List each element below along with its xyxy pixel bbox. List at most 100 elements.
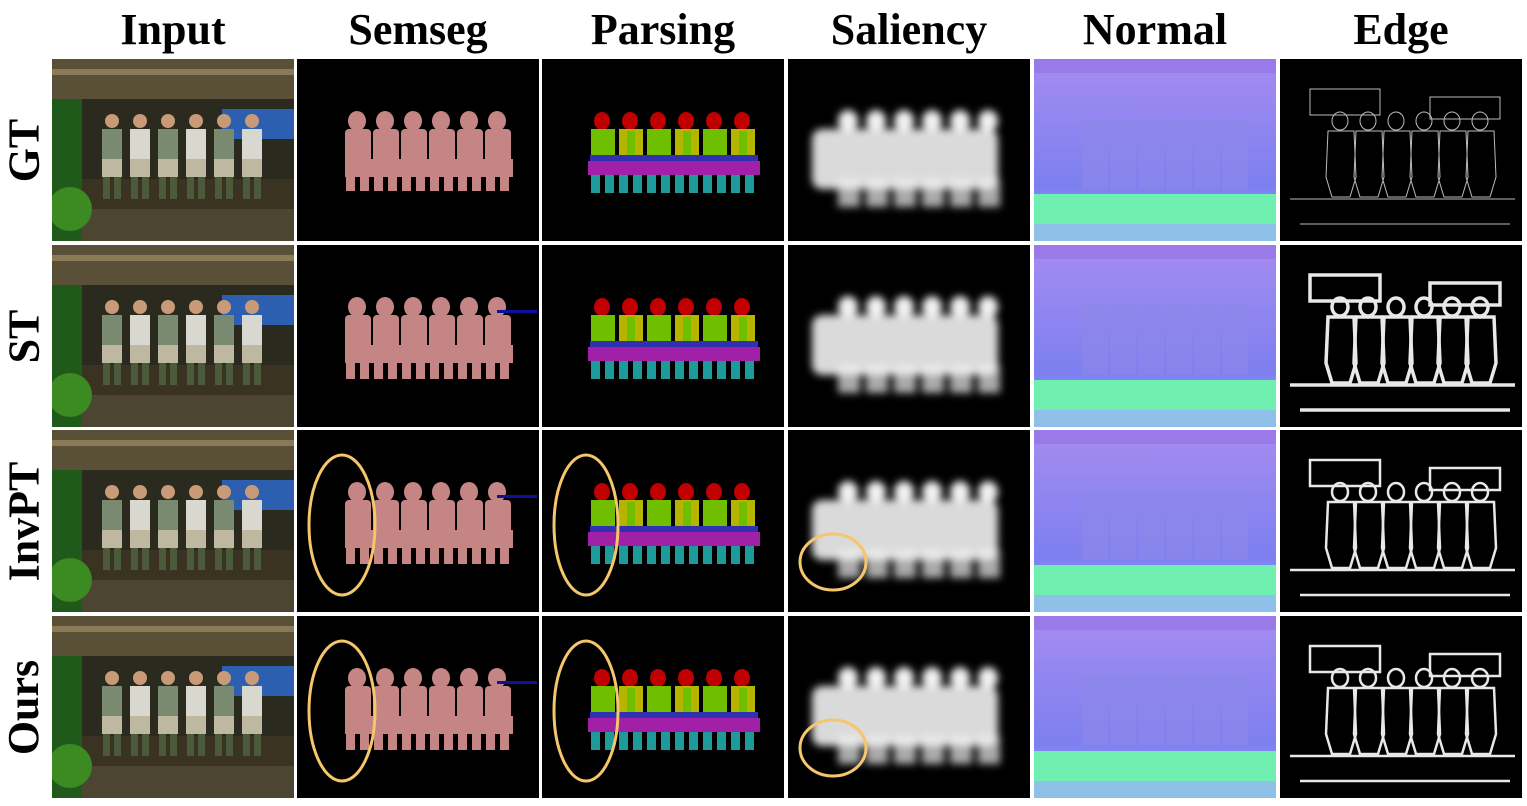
parsing-person: [672, 669, 704, 750]
parsing-person: [588, 298, 620, 379]
cell-ours-edge: [1280, 616, 1522, 798]
normal-person: [1222, 490, 1248, 560]
parsing-person: [672, 483, 704, 564]
column-header-saliency: Saliency: [830, 5, 988, 54]
row-header-ours: Ours: [0, 659, 49, 755]
normal-person: [1082, 490, 1108, 560]
semseg-person-mask: [485, 668, 513, 750]
row-header-gt: GT: [0, 118, 49, 182]
parsing-person: [588, 669, 620, 750]
normal-floor: [1034, 380, 1276, 410]
column-header-parsing: Parsing: [590, 5, 736, 54]
input-person: [186, 300, 206, 385]
parsing-person: [700, 483, 732, 564]
cell-ours-normal: [1034, 616, 1276, 798]
parsing-person: [588, 483, 620, 564]
normal-person: [1166, 490, 1192, 560]
cell-ours-input: [52, 616, 294, 798]
input-person: [186, 485, 206, 570]
input-person: [214, 485, 234, 570]
parsing-person: [616, 669, 648, 750]
semseg-person-mask: [401, 297, 429, 379]
normal-person: [1222, 676, 1248, 746]
input-person: [242, 671, 262, 756]
cell-invpt-semseg: [297, 430, 539, 612]
cell-invpt-input: [52, 430, 294, 612]
normal-person: [1138, 676, 1164, 746]
semseg-person-mask: [485, 111, 513, 191]
semseg-person-mask: [457, 668, 485, 750]
input-person: [130, 485, 150, 570]
parsing-person: [644, 298, 676, 379]
normal-person: [1138, 490, 1164, 560]
semseg-person-mask: [373, 297, 401, 379]
semseg-person-mask: [373, 668, 401, 750]
normal-person: [1166, 305, 1192, 375]
cell-st-saliency: [788, 245, 1030, 427]
parsing-person: [700, 298, 732, 379]
semseg-person-mask: [457, 297, 485, 379]
cell-invpt-normal: [1034, 430, 1276, 612]
semseg-person-mask: [401, 668, 429, 750]
semseg-person-mask: [457, 482, 485, 564]
edge-map: [1290, 273, 1515, 412]
cell-st-input: [52, 245, 294, 427]
normal-person: [1222, 305, 1248, 375]
cell-gt-parsing: [542, 59, 784, 241]
parsing-person: [728, 298, 760, 379]
semseg-person-mask: [345, 111, 373, 191]
column-header-semseg: Semseg: [348, 5, 488, 54]
cell-invpt-parsing: [542, 430, 784, 612]
normal-person: [1082, 676, 1108, 746]
parsing-person: [616, 483, 648, 564]
input-person: [130, 300, 150, 385]
cell-invpt-saliency: [788, 430, 1030, 612]
semseg-person-mask: [373, 482, 401, 564]
parsing-person: [700, 112, 732, 193]
parsing-person: [644, 669, 676, 750]
cell-st-normal: [1034, 245, 1276, 427]
parsing-person: [672, 112, 704, 193]
normal-person: [1194, 490, 1220, 560]
normal-floor: [1034, 751, 1276, 781]
parsing-person: [644, 112, 676, 193]
edge-map: [1290, 644, 1515, 783]
input-person: [186, 671, 206, 756]
highlight-circle: [307, 453, 377, 597]
semseg-person-mask: [429, 482, 457, 564]
parsing-person: [728, 669, 760, 750]
input-person: [158, 114, 178, 199]
semseg-person-mask: [485, 482, 513, 564]
parsing-person: [616, 112, 648, 193]
semseg-person-mask: [373, 111, 401, 191]
input-person: [214, 671, 234, 756]
input-person: [158, 485, 178, 570]
parsing-person: [588, 112, 620, 193]
input-person: [130, 114, 150, 199]
input-person: [102, 671, 122, 756]
saliency-map: [812, 110, 1000, 207]
parsing-person: [616, 298, 648, 379]
normal-person: [1110, 676, 1136, 746]
normal-person: [1110, 305, 1136, 375]
normal-person: [1110, 490, 1136, 560]
edge-map: [1290, 458, 1515, 597]
semseg-person-mask: [457, 111, 485, 191]
input-person: [102, 485, 122, 570]
column-header-edge: Edge: [1353, 5, 1449, 54]
normal-person: [1138, 119, 1164, 189]
column-header-normal: Normal: [1082, 5, 1228, 54]
input-person: [214, 114, 234, 199]
edge-map: [1290, 88, 1515, 225]
cell-gt-edge: [1280, 59, 1522, 241]
cell-st-semseg: [297, 245, 539, 427]
cell-gt-normal: [1034, 59, 1276, 241]
semseg-person-mask: [401, 482, 429, 564]
semseg-noise: [497, 495, 537, 498]
cell-ours-semseg: [297, 616, 539, 798]
semseg-person-mask: [429, 111, 457, 191]
normal-person: [1138, 305, 1164, 375]
input-person: [158, 671, 178, 756]
normal-person: [1194, 119, 1220, 189]
highlight-circle: [307, 639, 377, 783]
